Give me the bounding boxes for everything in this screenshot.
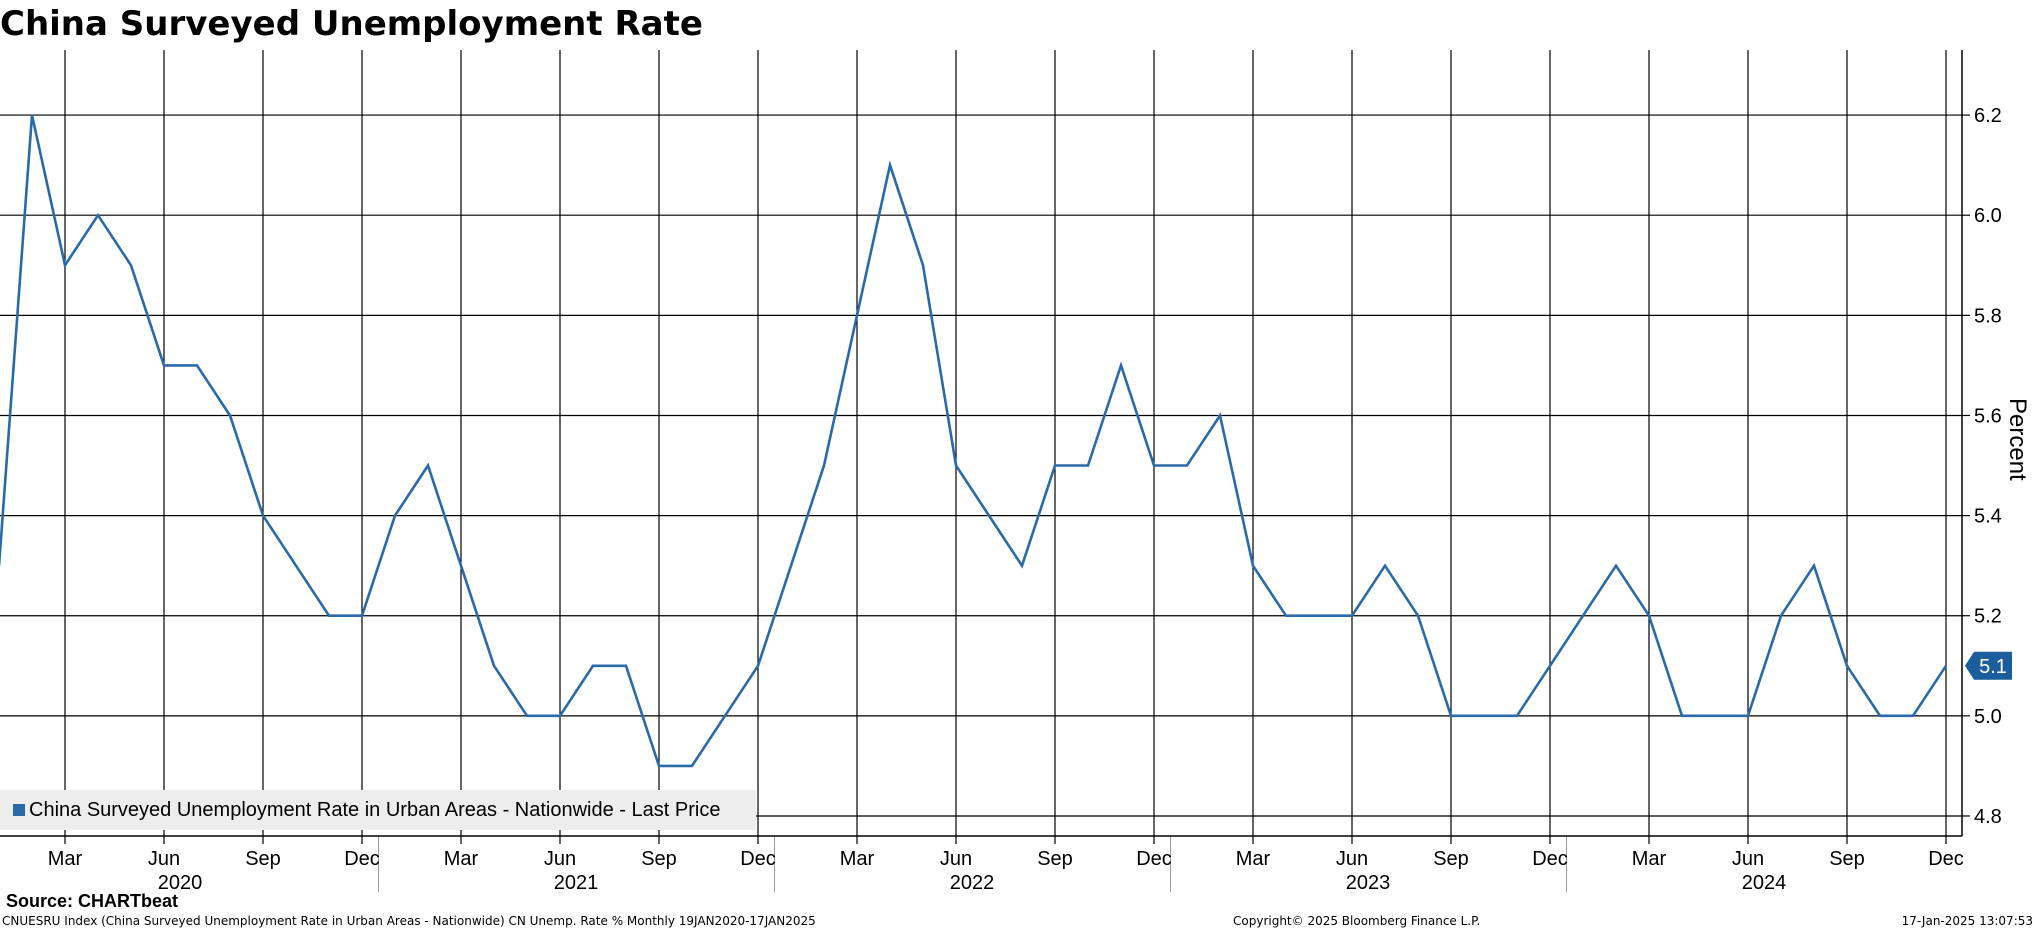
labels: 4.8 5.0 5.2 5.4 5.6 5.8 6.0 6.2 Mar Jun Sep Dec Mar J… [48,105,2012,894]
x-tick-label: Sep [1037,848,1073,870]
x-tick-label: Dec [740,848,776,870]
x-tick-label: Dec [344,848,380,870]
grid [0,50,1962,836]
x-tick-label: Jun [1336,848,1368,870]
source-note: Source: CHARTbeat [6,891,179,911]
x-tick-label: Sep [1433,848,1469,870]
y-axis-label: Percent [2004,398,2031,481]
y-tick-label: 5.8 [1974,305,2002,327]
footer-ticker-info: CNUESRU Index (China Surveyed Unemployme… [2,914,816,928]
axes [0,50,1970,892]
legend: China Surveyed Unemployment Rate in Urba… [0,790,756,830]
last-value-box [1965,651,2012,680]
y-tick-label: 4.8 [1974,806,2002,828]
y-tick-label: 6.2 [1974,105,2002,127]
x-tick-label: Mar [840,848,875,870]
x-tick-label: Sep [641,848,677,870]
x-tick-label: Jun [148,848,180,870]
footer-copyright: Copyright© 2025 Bloomberg Finance L.P. [1233,914,1481,928]
x-tick-label: Mar [1632,848,1667,870]
legend-swatch [13,804,25,816]
legend-label: China Surveyed Unemployment Rate in Urba… [29,798,721,821]
x-tick-label: Dec [1532,848,1568,870]
y-tick-label: 6.0 [1974,205,2002,227]
x-tick-label: Sep [1829,848,1865,870]
x-year-label: 2024 [1742,872,1787,894]
x-tick-label: Jun [1732,848,1764,870]
x-tick-label: Jun [544,848,576,870]
x-year-label: 2023 [1346,872,1391,894]
x-tick-label: Mar [48,848,83,870]
last-value-badge: 5.1 [1965,651,2012,680]
series [0,114,1948,768]
x-year-label: 2021 [554,872,599,894]
x-tick-label: Jun [940,848,972,870]
series-line [0,114,1948,768]
x-tick-label: Dec [1136,848,1172,870]
x-year-label: 2020 [158,872,203,894]
y-tick-label: 5.6 [1974,405,2002,427]
x-tick-label: Dec [1928,848,1964,870]
x-tick-label: Sep [245,848,281,870]
last-value-label: 5.1 [1979,656,2007,678]
x-tick-label: Mar [444,848,479,870]
footer-timestamp: 17-Jan-2025 13:07:53 [1901,914,2033,928]
x-year-label: 2022 [950,872,995,894]
y-tick-label: 5.0 [1974,706,2002,728]
y-tick-label: 5.2 [1974,606,2002,628]
chart-title: China Surveyed Unemployment Rate [0,4,703,44]
x-tick-label: Mar [1236,848,1271,870]
y-tick-label: 5.4 [1974,506,2002,528]
